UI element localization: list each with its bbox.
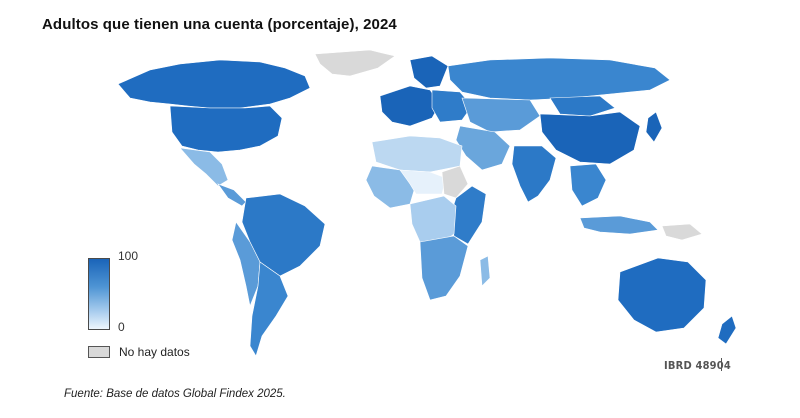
legend-max-label: 100 bbox=[118, 249, 139, 263]
region-scandinavia bbox=[409, 55, 449, 89]
region-india bbox=[511, 145, 557, 203]
map-id-divider bbox=[721, 358, 722, 371]
region-sahel bbox=[399, 169, 447, 195]
legend-color-scale bbox=[88, 258, 110, 330]
region-south-america-south bbox=[249, 261, 289, 357]
region-madagascar bbox=[479, 255, 491, 287]
region-central-america bbox=[217, 183, 247, 207]
region-australia bbox=[617, 257, 707, 333]
region-south-america-west bbox=[231, 221, 261, 308]
region-europe-west bbox=[379, 85, 441, 127]
region-southern-africa bbox=[419, 235, 469, 301]
region-sudan bbox=[441, 165, 469, 199]
region-mexico bbox=[179, 147, 229, 187]
no-data-label: No hay datos bbox=[119, 345, 190, 359]
region-middle-east bbox=[455, 125, 511, 171]
region-southeast-asia bbox=[569, 163, 607, 207]
region-greenland bbox=[314, 49, 396, 77]
region-usa bbox=[169, 105, 283, 153]
no-data-swatch bbox=[88, 346, 110, 358]
region-south-america-north bbox=[241, 193, 326, 277]
region-north-africa bbox=[371, 135, 463, 173]
region-china bbox=[539, 111, 641, 165]
legend-min-label: 0 bbox=[118, 320, 125, 334]
region-canada bbox=[117, 59, 311, 109]
region-russia bbox=[447, 57, 671, 101]
map-title: Adultos que tienen una cuenta (porcentaj… bbox=[42, 16, 397, 33]
region-new-zealand bbox=[717, 315, 737, 345]
world-choropleth-map bbox=[110, 46, 790, 376]
region-papua bbox=[661, 223, 703, 241]
region-japan bbox=[645, 111, 663, 143]
source-note: Fuente: Base de datos Global Findex 2025… bbox=[64, 388, 286, 400]
region-central-asia bbox=[461, 97, 541, 133]
map-id-label: IBRD 48904 bbox=[664, 359, 731, 372]
region-mongolia bbox=[549, 95, 616, 117]
region-indonesia bbox=[579, 215, 659, 235]
